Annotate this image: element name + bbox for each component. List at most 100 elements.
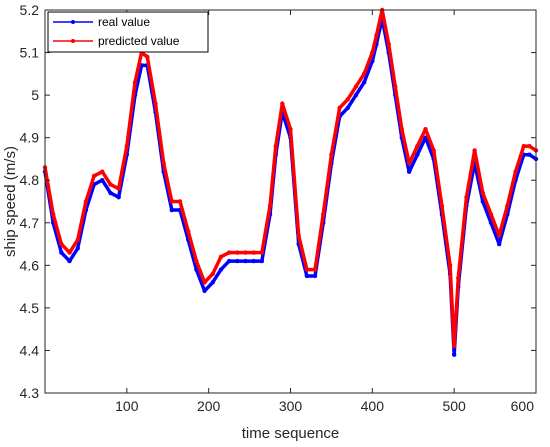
data-point-predicted-value: [202, 280, 207, 285]
data-point-predicted-value: [169, 199, 175, 204]
x-tick-label: 600: [511, 398, 535, 414]
data-point-real-value: [116, 195, 121, 200]
data-point-predicted-value: [406, 161, 412, 166]
data-point-predicted-value: [345, 97, 350, 102]
data-point-predicted-value: [186, 229, 191, 234]
series-layer: [42, 7, 539, 357]
data-point-predicted-value: [361, 71, 367, 77]
y-tick-label: 4.4: [20, 342, 40, 358]
y-tick-label: 4.7: [20, 215, 40, 231]
data-point-predicted-value: [451, 343, 457, 349]
data-point-real-value: [451, 352, 457, 357]
data-point-predicted-value: [505, 203, 510, 208]
data-point-real-value: [67, 258, 72, 264]
x-tick-label: 300: [279, 398, 303, 414]
legend-box: [47, 11, 209, 53]
data-point-predicted-value: [91, 173, 97, 179]
data-point-predicted-value: [59, 241, 64, 247]
data-point-real-value: [345, 105, 350, 111]
x-axis-title: time sequence: [242, 425, 340, 442]
data-point-predicted-value: [456, 275, 461, 281]
x-tick-label: 500: [442, 398, 466, 414]
data-point-predicted-value: [415, 143, 420, 149]
y-tick-label: 5.2: [20, 2, 40, 18]
data-point-real-value: [527, 152, 532, 157]
series-predicted-value: [42, 7, 539, 349]
data-point-real-value: [210, 280, 215, 285]
data-point-predicted-value: [50, 212, 56, 217]
data-point-predicted-value: [329, 152, 334, 157]
y-axis-title: ship speed (m/s): [2, 146, 19, 257]
y-tick-label: 4.5: [20, 300, 40, 316]
x-tick-label: 200: [197, 398, 221, 414]
data-point-real-value: [226, 258, 232, 264]
y-tick-label: 5.1: [20, 45, 40, 61]
data-point-predicted-value: [273, 143, 278, 149]
data-point-predicted-value: [194, 258, 199, 264]
legend-marker-predicted-value: [71, 39, 75, 43]
legend: real value predicted value: [47, 11, 209, 53]
data-point-predicted-value: [439, 203, 445, 208]
data-point-real-value: [100, 178, 105, 183]
data-point-real-value: [235, 258, 240, 264]
data-point-predicted-value: [472, 148, 477, 153]
data-point-predicted-value: [312, 267, 318, 272]
data-point-real-value: [406, 169, 412, 174]
legend-label-predicted-value: predicted value: [98, 34, 180, 48]
y-tick-label: 5: [31, 87, 39, 103]
data-point-predicted-value: [399, 126, 404, 132]
data-point-real-value: [304, 273, 310, 279]
data-point-predicted-value: [116, 186, 121, 191]
data-point-real-value: [202, 288, 207, 294]
data-point-real-value: [312, 273, 318, 279]
data-point-real-value: [415, 152, 420, 157]
data-point-predicted-value: [267, 203, 273, 208]
data-point-predicted-value: [527, 143, 532, 149]
axes-layer: 100 200 300 400 500 600 4.3 4.4 4.5 4.6 4.7 4.8 4.9 5…: [20, 2, 537, 414]
data-point-predicted-value: [480, 190, 486, 196]
y-tick-label: 4.8: [20, 172, 40, 188]
data-point-predicted-value: [337, 105, 342, 111]
data-point-predicted-value: [321, 212, 326, 217]
data-point-real-value: [59, 250, 64, 255]
data-point-predicted-value: [393, 84, 398, 89]
data-point-predicted-value: [488, 212, 494, 217]
data-point-predicted-value: [464, 195, 469, 200]
data-point-predicted-value: [431, 148, 436, 153]
data-point-predicted-value: [496, 233, 502, 238]
data-point-predicted-value: [288, 126, 293, 132]
data-point-predicted-value: [353, 84, 359, 89]
data-point-predicted-value: [296, 233, 301, 238]
data-point-predicted-value: [447, 263, 453, 268]
data-point-real-value: [353, 92, 359, 98]
data-point-predicted-value: [374, 33, 379, 38]
data-point-real-value: [251, 258, 256, 264]
data-point-predicted-value: [251, 250, 256, 255]
data-point-predicted-value: [108, 182, 113, 187]
data-point-predicted-value: [423, 126, 428, 132]
legend-label-real-value: real value: [98, 15, 150, 29]
data-point-predicted-value: [521, 143, 526, 149]
data-point-real-value: [361, 80, 367, 85]
data-point-predicted-value: [243, 250, 248, 255]
data-point-predicted-value: [161, 161, 166, 166]
data-point-predicted-value: [177, 199, 183, 204]
data-point-predicted-value: [100, 169, 105, 174]
data-point-real-value: [496, 241, 502, 247]
data-point-predicted-value: [153, 101, 158, 106]
data-point-predicted-value: [513, 169, 518, 174]
data-point-predicted-value: [124, 143, 130, 149]
data-point-predicted-value: [83, 199, 89, 204]
x-tick-label: 400: [361, 398, 385, 414]
data-point-predicted-value: [280, 101, 285, 106]
data-point-real-value: [108, 190, 113, 196]
data-point-predicted-value: [259, 250, 265, 255]
data-point-predicted-value: [75, 237, 80, 242]
data-point-predicted-value: [235, 250, 240, 255]
data-point-real-value: [75, 246, 80, 251]
data-point-predicted-value: [304, 267, 310, 272]
data-point-real-value: [218, 267, 224, 272]
data-point-predicted-value: [218, 254, 224, 260]
data-point-predicted-value: [370, 50, 375, 55]
